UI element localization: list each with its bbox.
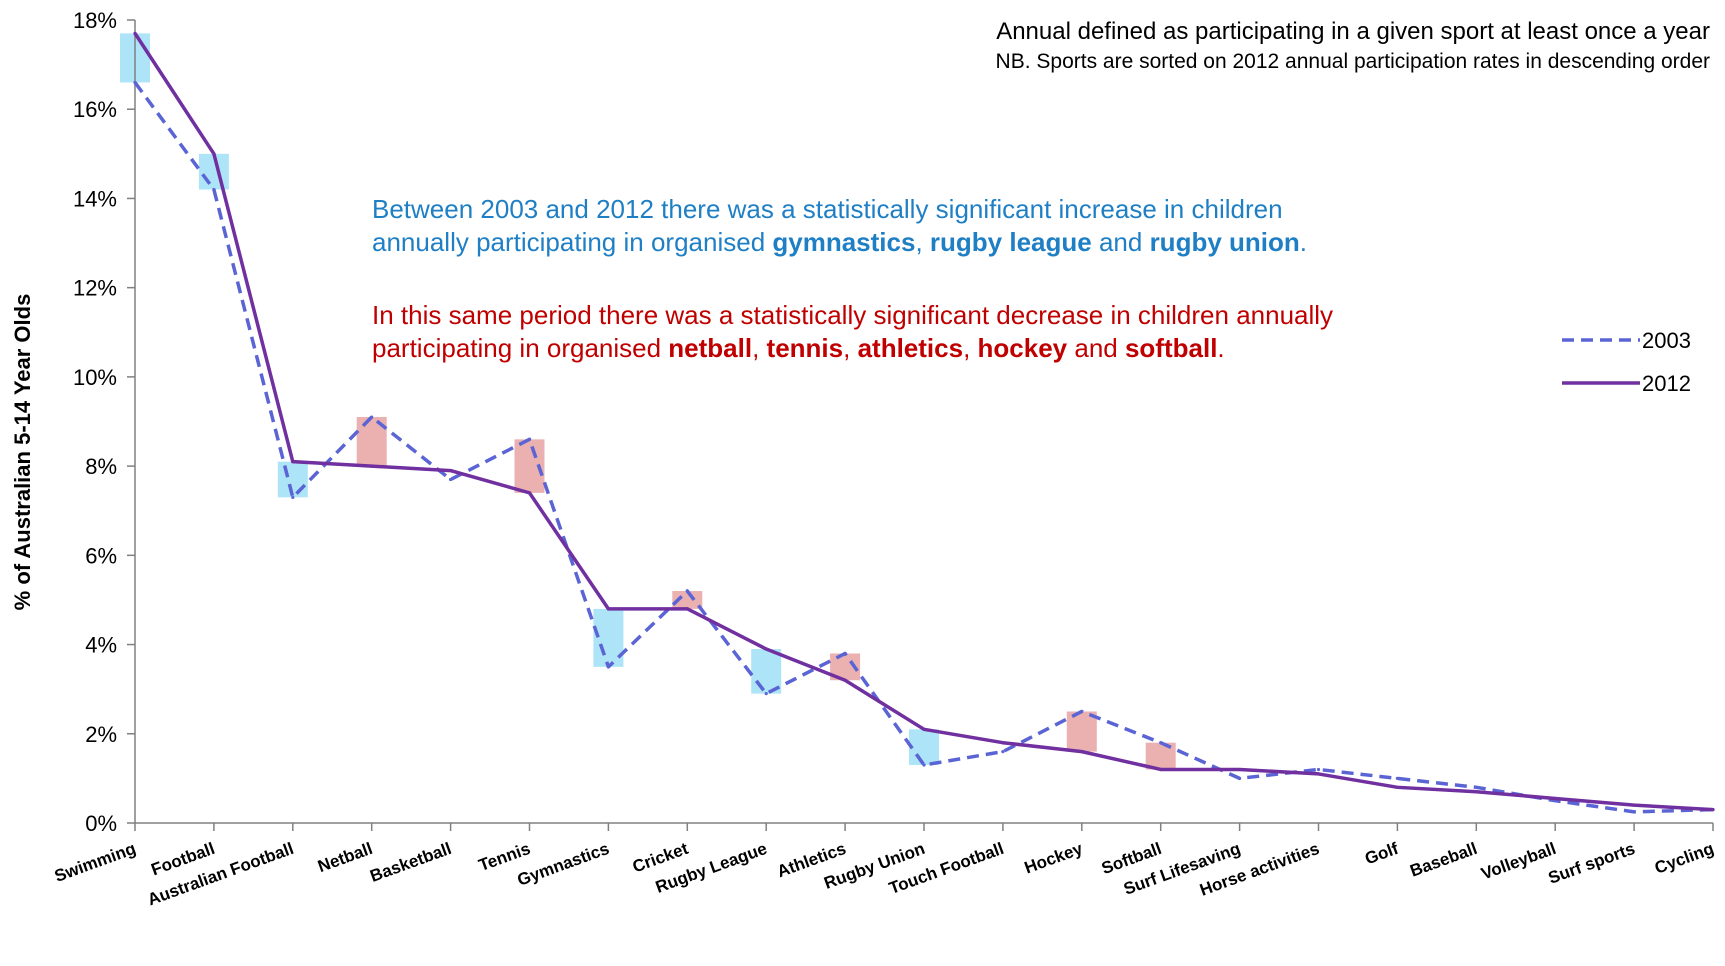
point-2003-surf-sports — [1632, 810, 1636, 814]
point-2012-athletics — [843, 678, 847, 682]
point-2003-australian-football — [291, 495, 295, 499]
x-tick-label-basketball: Basketball — [368, 839, 454, 886]
point-2003-football — [212, 187, 216, 192]
point-2003-surf-lifesaving — [1238, 776, 1242, 780]
point-2003-gymnastics — [606, 665, 611, 669]
increase-text-1: Between 2003 and 2012 there was a statis… — [372, 194, 1283, 224]
point-2012-baseball — [1474, 790, 1478, 794]
change-bar-rugby-league — [751, 649, 782, 694]
point-2012-cricket — [685, 607, 689, 611]
point-2012-basketball — [449, 468, 453, 473]
x-tick-label-gymnastics: Gymnastics — [515, 839, 612, 890]
legend: 2003 2012 — [1562, 328, 1691, 396]
point-2012-volleyball — [1553, 796, 1557, 801]
x-tick-label-cycling: Cycling — [1652, 839, 1716, 878]
x-tick-label-hockey: Hockey — [1022, 839, 1086, 878]
point-2003-golf — [1395, 776, 1399, 780]
decrease-text-1: In this same period there was a statisti… — [372, 300, 1334, 330]
point-2012-hockey — [1080, 750, 1084, 754]
y-tick-label: 2% — [85, 722, 117, 747]
y-tick-label: 10% — [73, 365, 117, 390]
point-2003-touch-football — [1001, 750, 1005, 754]
decrease-softball: softball — [1124, 333, 1218, 363]
point-2012-rugby-league — [764, 647, 768, 651]
y-tick-label: 18% — [73, 8, 117, 33]
x-tick-label-swimming: Swimming — [52, 839, 138, 886]
point-2012-horse-activities — [1316, 772, 1321, 776]
y-tick-label: 12% — [73, 276, 117, 301]
decrease-text-2: participating in organised — [372, 333, 669, 363]
point-2012-touch-football — [1001, 741, 1005, 745]
increase-annotation: Between 2003 and 2012 there was a statis… — [372, 193, 1307, 259]
point-2012-tennis — [527, 491, 532, 495]
change-bar-gymnastics — [593, 608, 624, 667]
decrease-sep-4: and — [1067, 333, 1125, 363]
point-2003-horse-activities — [1316, 767, 1321, 772]
point-2012-surf-lifesaving — [1238, 767, 1242, 772]
point-2012-football — [212, 152, 216, 156]
point-2012-surf-sports — [1632, 803, 1636, 807]
point-2012-swimming — [133, 31, 137, 35]
y-tick-label: 4% — [85, 633, 117, 658]
x-tick-label-golf: Golf — [1362, 839, 1401, 869]
y-tick-label: 8% — [85, 454, 117, 479]
legend-label-2012: 2012 — [1642, 371, 1691, 396]
point-2003-basketball — [449, 477, 453, 482]
decrease-hockey: hockey — [977, 333, 1068, 363]
point-2003-tennis — [527, 437, 532, 441]
x-tick-label-netball: Netball — [315, 839, 375, 876]
y-tick-label: 6% — [85, 543, 117, 568]
point-2003-netball — [370, 415, 374, 419]
change-bar-hockey — [1066, 711, 1097, 752]
point-2012-softball — [1159, 767, 1163, 772]
decrease-athletics: athletics — [857, 333, 964, 363]
x-tick-label-surf-sports: Surf sports — [1546, 839, 1638, 888]
decrease-annotation: In this same period there was a statisti… — [372, 299, 1333, 365]
point-2012-australian-football — [291, 460, 295, 464]
increase-sep-1: , — [915, 227, 930, 257]
y-tick-label: 16% — [73, 97, 117, 122]
increase-rugby-league: rugby league — [929, 227, 1092, 257]
y-axis-label: % of Australian 5-14 Year Olds — [10, 294, 35, 611]
change-bar-rugby-union — [909, 729, 939, 766]
point-2003-athletics — [843, 651, 847, 656]
x-tick-label-baseball: Baseball — [1407, 839, 1479, 881]
decrease-netball: netball — [668, 333, 753, 363]
point-2012-gymnastics — [606, 607, 611, 611]
point-2012-golf — [1395, 785, 1399, 789]
increase-sep-2: and — [1091, 227, 1150, 257]
decrease-sep-1: , — [752, 333, 767, 363]
y-tick-label: 14% — [73, 186, 117, 211]
sort-order-note: NB. Sports are sorted on 2012 annual par… — [995, 50, 1710, 73]
point-2003-swimming — [133, 80, 137, 85]
series-line-2003 — [133, 81, 1714, 814]
point-2012-cycling — [1711, 808, 1715, 812]
point-2012-rugby-union — [922, 727, 926, 731]
point-2003-rugby-league — [764, 692, 768, 696]
axes: 0%2%4%6%8%10%12%14%16%18%Swimming Footbal… — [52, 8, 1716, 909]
series-lines — [133, 31, 1715, 814]
increase-gymnastics: gymnastics — [772, 227, 916, 257]
point-2012-netball — [370, 464, 374, 468]
x-tick-label-volleyball: Volleyball — [1479, 839, 1559, 884]
legend-label-2003: 2003 — [1642, 328, 1691, 353]
annual-definition-note: Annual defined as participating in a giv… — [996, 18, 1710, 45]
point-2003-softball — [1159, 741, 1163, 745]
decrease-sep-2: , — [843, 333, 858, 363]
change-bar-cricket — [672, 591, 703, 609]
point-2003-hockey — [1080, 709, 1084, 714]
increase-end: . — [1299, 227, 1307, 257]
decrease-tennis: tennis — [766, 333, 844, 363]
decrease-end: . — [1217, 333, 1225, 363]
point-2003-rugby-union — [922, 763, 926, 767]
point-2003-cricket — [685, 589, 689, 593]
increase-text-2: annually participating in organised — [372, 227, 773, 257]
y-tick-label: 0% — [85, 811, 117, 836]
decrease-sep-3: , — [963, 333, 978, 363]
point-2003-baseball — [1474, 785, 1478, 789]
increase-rugby-union: rugby union — [1149, 227, 1300, 257]
